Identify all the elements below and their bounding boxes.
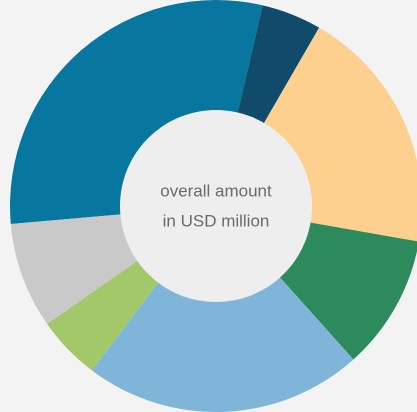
donut-slice [10,0,263,224]
center-text: overall amount [160,181,272,200]
donut-slice [47,259,160,371]
donut-slice [237,5,320,125]
donut-slice [278,222,417,360]
slices [10,0,417,412]
donut-slice [263,27,417,242]
donut-slice [91,276,354,412]
center-text: in USD million [163,211,270,230]
donut-slice [10,214,139,324]
donut-hole [120,110,312,302]
